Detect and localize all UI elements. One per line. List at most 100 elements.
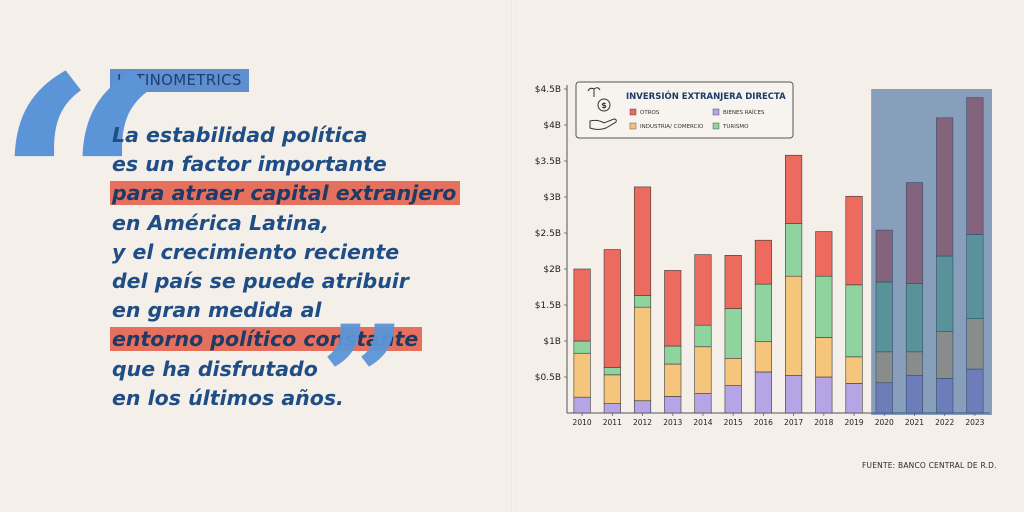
bar-segment <box>815 337 833 378</box>
bar-segment <box>664 270 682 347</box>
x-tick-label: 2010 <box>573 418 592 427</box>
bar-segment <box>573 340 591 354</box>
y-tick-label: $0.5B <box>535 373 561 383</box>
x-tick-label: 2015 <box>724 418 743 427</box>
highlight-overlay <box>871 89 992 415</box>
quote-line: del país se puede atribuir <box>112 267 460 296</box>
x-tick-label: 2012 <box>633 418 652 427</box>
chart-title: INVERSIÓN EXTRANJERA DIRECTA <box>626 90 786 102</box>
bar-segment <box>785 275 803 376</box>
x-tick-label: 2022 <box>935 418 954 427</box>
page-fold <box>511 0 513 512</box>
bar-segment <box>694 254 712 326</box>
bar-segment <box>603 374 621 404</box>
bar-segment <box>785 375 803 414</box>
bar-segment <box>815 275 833 338</box>
bar-segment <box>633 306 652 402</box>
quote-line-text: La estabilidad política <box>112 123 368 147</box>
legend-label: TURISMO <box>722 124 749 130</box>
quote-line-highlighted: para atraer capital extranjero <box>110 181 461 206</box>
y-tick-label: $1.5B <box>535 301 561 311</box>
bar-segment <box>815 376 833 414</box>
bar-segment <box>573 352 591 398</box>
bar-segment <box>664 345 682 365</box>
money-plant-icon <box>597 98 611 112</box>
bar-segment <box>573 268 591 342</box>
x-tick-label: 2017 <box>784 418 803 427</box>
x-tick-label: 2011 <box>603 418 622 427</box>
brand-label: LATINOMETRICS <box>110 69 249 92</box>
bar-segment <box>724 255 742 309</box>
bar-segment <box>724 308 742 359</box>
legend-label: INDUSTRIA/ COMERCIO <box>640 124 704 130</box>
x-tick-label: 2021 <box>905 418 924 427</box>
y-tick-label: $3B <box>543 193 561 203</box>
bar-segment <box>754 371 772 414</box>
quote-line: La estabilidad política <box>112 121 460 150</box>
close-quote-icon: ” <box>320 293 406 469</box>
x-tick-label: 2019 <box>844 418 863 427</box>
y-tick-label: $2.5B <box>535 229 561 239</box>
bar-segment <box>603 249 621 368</box>
quote-line-text: en los últimos años. <box>112 385 344 410</box>
quote-line-text: que ha disfrutado <box>112 356 318 381</box>
dollar-icon: $ <box>601 101 607 110</box>
quote-line: es un factor importante <box>112 150 460 179</box>
quote-text: La estabilidad política es un factor imp… <box>110 121 461 413</box>
legend-swatch <box>712 108 720 116</box>
bar-segment <box>785 154 803 224</box>
quote-line: en América Latina, <box>112 209 460 238</box>
bar-segment <box>815 231 833 277</box>
legend-swatch <box>712 122 720 130</box>
quote-line: entorno político constante <box>110 325 460 354</box>
bar-segment <box>754 239 772 285</box>
bar-segment <box>664 396 682 414</box>
quote-line: en los últimos años. <box>112 384 460 413</box>
y-tick-label: $1B <box>543 337 561 347</box>
bar-segment <box>573 396 591 414</box>
quote-line-text: en gran medida al <box>112 298 322 323</box>
y-tick-label: $3.5B <box>535 157 561 167</box>
bar-segment <box>694 324 712 348</box>
bar-segment <box>633 295 652 308</box>
bar-segment <box>603 403 621 414</box>
bar-segment <box>724 385 742 414</box>
bar-segment <box>664 363 682 397</box>
bar-segment <box>724 357 742 386</box>
x-tick-label: 2014 <box>693 418 712 427</box>
bar-segment <box>694 393 712 414</box>
x-tick-label: 2020 <box>875 418 894 427</box>
bar-segment <box>754 341 772 373</box>
hand-icon <box>589 118 617 130</box>
bar-segment <box>694 346 712 394</box>
quote-line-text: en América Latina, <box>112 210 329 235</box>
bar-segment <box>785 223 803 277</box>
quote-line: que ha disfrutado <box>112 355 460 384</box>
x-tick-label: 2018 <box>814 418 833 427</box>
y-tick-label: $2B <box>543 265 561 275</box>
bar-segment <box>845 195 863 286</box>
bar-segment <box>633 186 652 296</box>
bar-segment <box>845 383 863 414</box>
quote-line: para atraer capital extranjero <box>110 179 461 208</box>
sprout-icon <box>587 87 601 97</box>
y-tick-label: $4B <box>543 121 561 131</box>
x-tick-label: 2016 <box>754 418 773 427</box>
quote-line-text: del país se puede atribuir <box>112 268 409 293</box>
quote-line: y el crecimiento reciente <box>112 238 460 267</box>
quote-line-text: y el crecimiento reciente <box>112 239 400 264</box>
x-tick-label: 2023 <box>965 418 984 427</box>
quote-line-highlighted: entorno político constante <box>110 327 423 352</box>
quote-line: en gran medida al <box>112 296 460 325</box>
legend-label: OTROS <box>640 110 660 116</box>
y-tick-label: $4.5B <box>535 85 561 95</box>
bar-segment <box>845 356 863 384</box>
bar-segment <box>603 367 621 376</box>
legend-swatch <box>629 122 637 130</box>
bar-segment <box>754 283 772 343</box>
legend-label: BIENES RAÍCES <box>723 109 765 116</box>
bar-segment <box>633 400 652 414</box>
source-note: FUENTE: BANCO CENTRAL DE R.D. <box>862 461 997 470</box>
bar-segment <box>845 284 863 358</box>
x-tick-label: 2013 <box>663 418 682 427</box>
